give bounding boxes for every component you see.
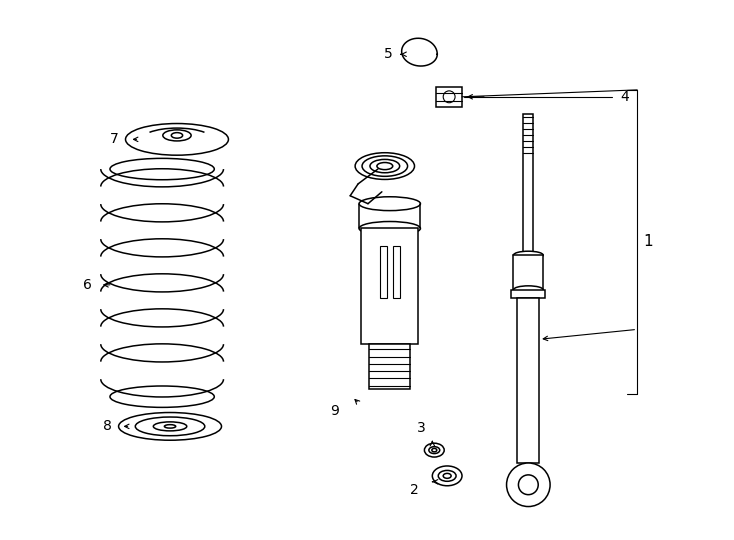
Bar: [517, 298, 539, 463]
Text: 9: 9: [330, 403, 339, 417]
Bar: [523, 113, 534, 255]
Text: 1: 1: [643, 234, 653, 249]
Bar: [361, 228, 418, 344]
Bar: [380, 246, 387, 298]
Ellipse shape: [119, 413, 222, 440]
Text: 2: 2: [410, 483, 418, 497]
Ellipse shape: [359, 197, 421, 211]
Bar: [369, 344, 410, 389]
Bar: [393, 246, 399, 298]
Ellipse shape: [432, 466, 462, 486]
Text: 4: 4: [620, 90, 629, 104]
Polygon shape: [401, 38, 437, 66]
Text: 8: 8: [103, 420, 112, 434]
Text: 6: 6: [83, 278, 92, 292]
Ellipse shape: [355, 153, 415, 179]
Text: 5: 5: [384, 47, 393, 61]
Ellipse shape: [424, 443, 444, 457]
Bar: [514, 255, 543, 290]
Ellipse shape: [514, 251, 543, 259]
Circle shape: [518, 475, 538, 495]
Circle shape: [506, 463, 550, 507]
Bar: [436, 87, 462, 107]
Circle shape: [443, 91, 455, 103]
Ellipse shape: [514, 286, 543, 294]
Bar: [512, 290, 545, 298]
Text: 7: 7: [109, 132, 118, 146]
Text: 3: 3: [416, 421, 425, 435]
Ellipse shape: [359, 221, 421, 235]
Ellipse shape: [126, 124, 228, 155]
